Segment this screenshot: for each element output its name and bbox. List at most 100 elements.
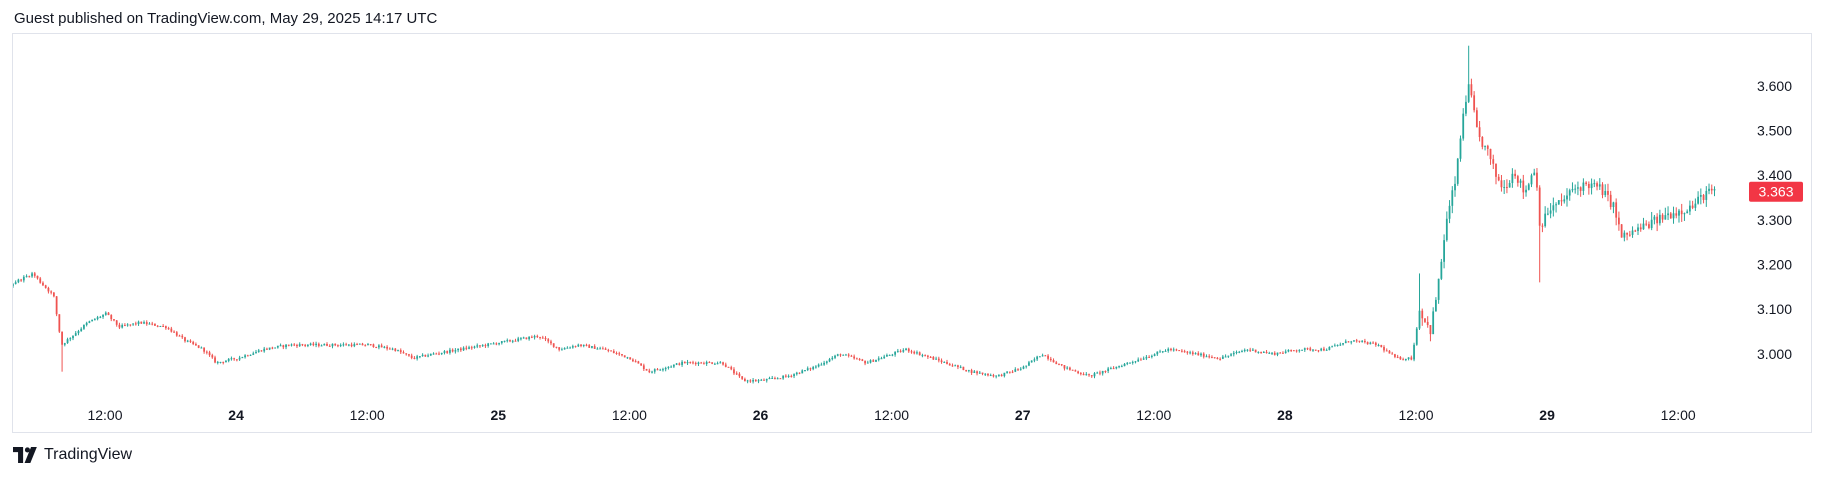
candle-body (1484, 145, 1486, 147)
candle-body (730, 367, 733, 370)
candle-body (1702, 195, 1705, 200)
candle-body (383, 346, 386, 348)
price-axis: 3.000 3.100 3.200 3.300 3.400 3.500 3.600 (1757, 78, 1792, 362)
candle-body (74, 333, 77, 336)
candle-body (1038, 356, 1041, 358)
candle-body (85, 322, 88, 325)
candle-body (331, 343, 334, 347)
candle-body (1503, 187, 1506, 189)
candle-body (1090, 375, 1093, 377)
footer[interactable]: TradingView (13, 446, 132, 464)
candle-body (987, 373, 989, 376)
candle-body (902, 350, 905, 352)
candle-body (479, 345, 481, 347)
candle-body (929, 356, 932, 358)
candle-body (935, 358, 937, 360)
candle-body (1410, 357, 1413, 360)
candle-body (1060, 364, 1063, 366)
candle-body (790, 375, 793, 377)
candle-body (1290, 349, 1293, 351)
candle-body (607, 349, 610, 351)
candle-body (1320, 348, 1323, 351)
candle-body (1361, 340, 1364, 342)
candle-body (192, 341, 195, 345)
candle-body (1238, 351, 1241, 353)
candle-body (896, 350, 899, 352)
candle-body (1694, 203, 1697, 208)
candle-body (779, 378, 782, 380)
candle-body (399, 350, 402, 353)
candle-body (1085, 374, 1088, 376)
candle-body (888, 354, 891, 356)
candle-body (1093, 373, 1096, 377)
candle-body (492, 343, 495, 345)
candle-body (143, 322, 145, 324)
candle-body (1235, 351, 1238, 353)
candle-body (1596, 183, 1598, 187)
chart-frame[interactable]: 3.000 3.100 3.200 3.300 3.400 3.500 3.600 12:0… (12, 33, 1812, 433)
candle-body (113, 319, 115, 321)
candlestick-chart[interactable]: 3.000 3.100 3.200 3.300 3.400 3.500 3.600 12:0… (13, 34, 1811, 432)
candle-body (342, 344, 345, 346)
candle-body (1710, 188, 1713, 191)
x-tick-date: 24 (228, 407, 244, 423)
candle-body (1254, 349, 1257, 353)
candle-body (145, 322, 148, 325)
candle-body (121, 325, 124, 328)
candle-body (1415, 328, 1418, 345)
candle-body (457, 348, 460, 351)
candle-body (1563, 199, 1566, 202)
candle-body (632, 359, 634, 362)
candle-body (842, 354, 845, 356)
candle-body (1637, 227, 1639, 231)
candle-body (1429, 325, 1432, 335)
candle-body (574, 346, 577, 348)
candle-body (1590, 183, 1593, 189)
candle-body (372, 344, 375, 348)
candle-body (195, 344, 197, 346)
candle-body (675, 363, 678, 365)
candle-body (1454, 183, 1456, 191)
candle-body (719, 362, 722, 364)
candle-body (1213, 357, 1216, 359)
x-tick-time: 12:00 (87, 407, 122, 423)
candle-body (367, 344, 369, 346)
candle-body (1615, 202, 1618, 218)
candle-body (353, 344, 356, 347)
candle-body (440, 352, 443, 354)
x-tick-date: 29 (1539, 407, 1555, 423)
candle-body (1440, 261, 1443, 279)
candle-body (741, 376, 744, 379)
candle-body (1211, 356, 1213, 358)
candle-body (1194, 353, 1197, 355)
candle-body (517, 338, 520, 341)
candle-body (257, 350, 260, 352)
candle-body (66, 339, 69, 344)
candle-body (907, 348, 910, 352)
candle-body (932, 357, 935, 360)
candle-body (1314, 349, 1317, 351)
candle-body (1421, 310, 1424, 319)
candle-body (432, 353, 435, 355)
candle-body (410, 355, 413, 358)
candle-body (1096, 372, 1099, 374)
candle-body (634, 361, 637, 363)
candle-body (276, 345, 279, 348)
candle-body (1197, 353, 1200, 356)
candle-body (1044, 355, 1047, 357)
candle-body (872, 360, 875, 362)
candle-body (727, 366, 730, 368)
candle-body (1552, 205, 1555, 211)
candle-body (126, 324, 129, 326)
candle-body (293, 344, 296, 346)
candle-body (1339, 344, 1342, 346)
candle-body (184, 337, 186, 342)
candle-body (438, 353, 440, 355)
candle-body (369, 344, 372, 346)
candle-body (31, 273, 33, 277)
candle-body (604, 348, 607, 350)
candle-body (588, 345, 591, 348)
candle-body (1661, 214, 1664, 220)
candle-body (533, 336, 536, 338)
candle-body (1019, 368, 1022, 370)
